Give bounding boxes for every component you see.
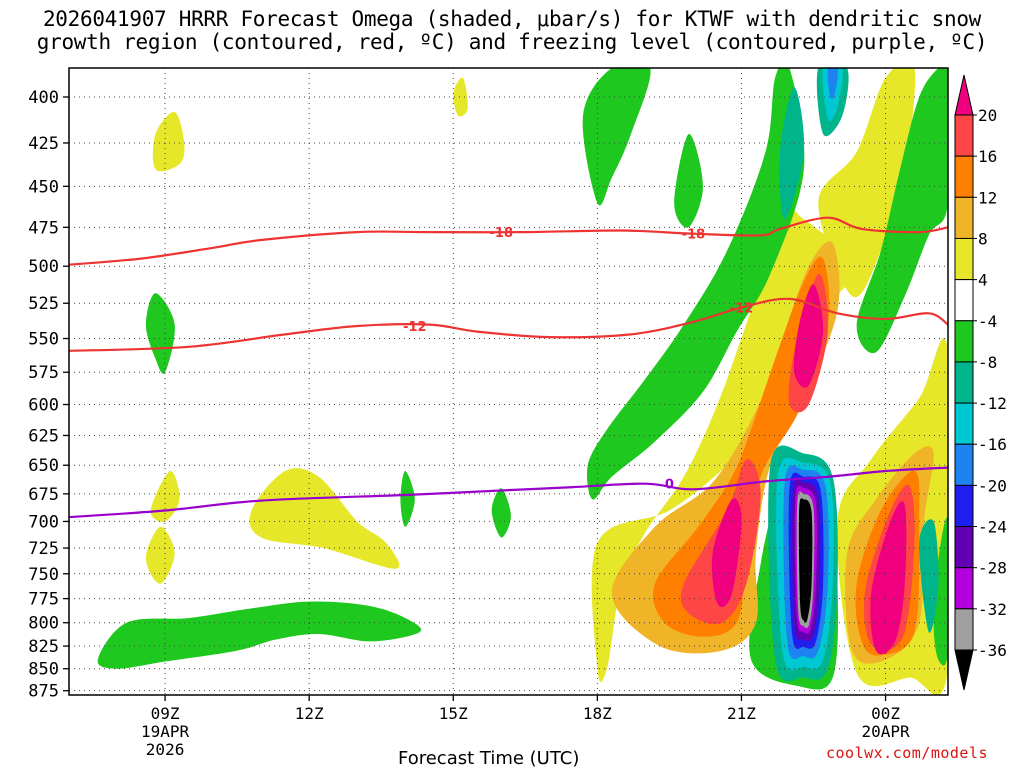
y-tick-label: 700 [28,512,59,532]
y-tick-label: 550 [28,330,59,350]
omega-region-0 [153,112,185,171]
colorbar-label: 16 [978,147,997,166]
x-tick-label: 18Z [583,704,612,723]
colorbar-swatch-13 [955,609,973,650]
y-tick-label: 775 [28,590,59,610]
colorbar-swatch-5 [955,280,973,321]
y-tick-label: 475 [28,218,59,238]
y-tick-label: 450 [28,177,59,197]
y-tick-label: 725 [28,539,59,559]
y-tick-label: 625 [28,426,59,446]
omega-region-11 [492,488,511,537]
credit-link[interactable]: coolwx.com/models [826,744,988,762]
pressure-axis: 400 425 450 475 500 525 550 575 600 625 650 675 700 7… [28,88,69,702]
x-date-label: 19APR [141,722,190,741]
y-tick-label: 850 [28,660,59,680]
omega-region-4 [250,468,400,569]
x-tick-label: 21Z [727,704,756,723]
y-tick-label: 500 [28,257,59,277]
contour-label--12: -12 [403,320,427,335]
omega-region-8 [98,602,421,669]
colorbar-swatch-10 [955,485,973,526]
colorbar-label: 20 [978,106,997,125]
colorbar-swatch-6 [955,321,973,362]
y-tick-label: 750 [28,565,59,585]
y-tick-label: 675 [28,485,59,505]
colorbar-label: -28 [978,559,1007,578]
omega-region-12 [583,61,651,206]
colorbar-label: -32 [978,600,1007,619]
colorbar-cap-bottom [955,650,973,690]
colorbar-cap-top [955,75,973,115]
y-tick-label: 575 [28,363,59,383]
colorbar-label: -36 [978,641,1007,660]
y-tick-label: 825 [28,637,59,657]
colorbar-label: -20 [978,476,1007,495]
y-tick-label: 600 [28,396,59,416]
colorbar-label: 4 [978,271,988,290]
colorbar-label: -4 [978,312,997,331]
x-date-label: 20APR [861,722,910,741]
colorbar-swatch-3 [955,197,973,238]
colorbar: 20 16 12 8 4 -4 -8 -12 -16 -20 -24 -28 -32 -36 [955,75,1007,690]
colorbar-swatch-2 [955,156,973,197]
contour-label--18: -18 [490,226,514,241]
x-tick-label: 09Z [151,704,180,723]
colorbar-swatch-4 [955,238,973,279]
omega-region-14 [674,134,703,228]
colorbar-swatch-9 [955,444,973,485]
contour-label--18: -18 [682,228,706,243]
colorbar-swatch-8 [955,403,973,444]
omega-region-3 [146,527,175,584]
colorbar-label: 12 [978,188,997,207]
y-tick-label: 875 [28,682,59,702]
y-tick-label: 650 [28,456,59,476]
contour-label--12: -12 [730,302,754,317]
x-tick-label: 15Z [439,704,468,723]
x-tick-label: 12Z [295,704,324,723]
colorbar-label: -8 [978,353,997,372]
colorbar-label: -24 [978,518,1007,537]
y-tick-label: 525 [28,294,59,314]
omega-region-1 [453,77,468,116]
contour-label-0: 0 [665,478,674,493]
y-tick-label: 800 [28,614,59,634]
colorbar-label: -16 [978,435,1007,454]
colorbar-swatch-12 [955,568,973,609]
omega-region-9 [146,293,175,374]
colorbar-label: -12 [978,394,1007,413]
omega-region-10 [400,471,414,527]
colorbar-swatch-1 [955,115,973,156]
y-tick-label: 425 [28,134,59,154]
omega-shading-layer [98,57,953,695]
colorbar-label: 8 [978,229,988,248]
x-tick-label: 00Z [871,704,900,723]
colorbar-swatch-7 [955,362,973,403]
x-axis-title: Forecast Time (UTC) [398,748,618,769]
colorbar-swatch-11 [955,527,973,568]
x-year-label: 2026 [146,740,185,759]
y-tick-label: 400 [28,88,59,108]
